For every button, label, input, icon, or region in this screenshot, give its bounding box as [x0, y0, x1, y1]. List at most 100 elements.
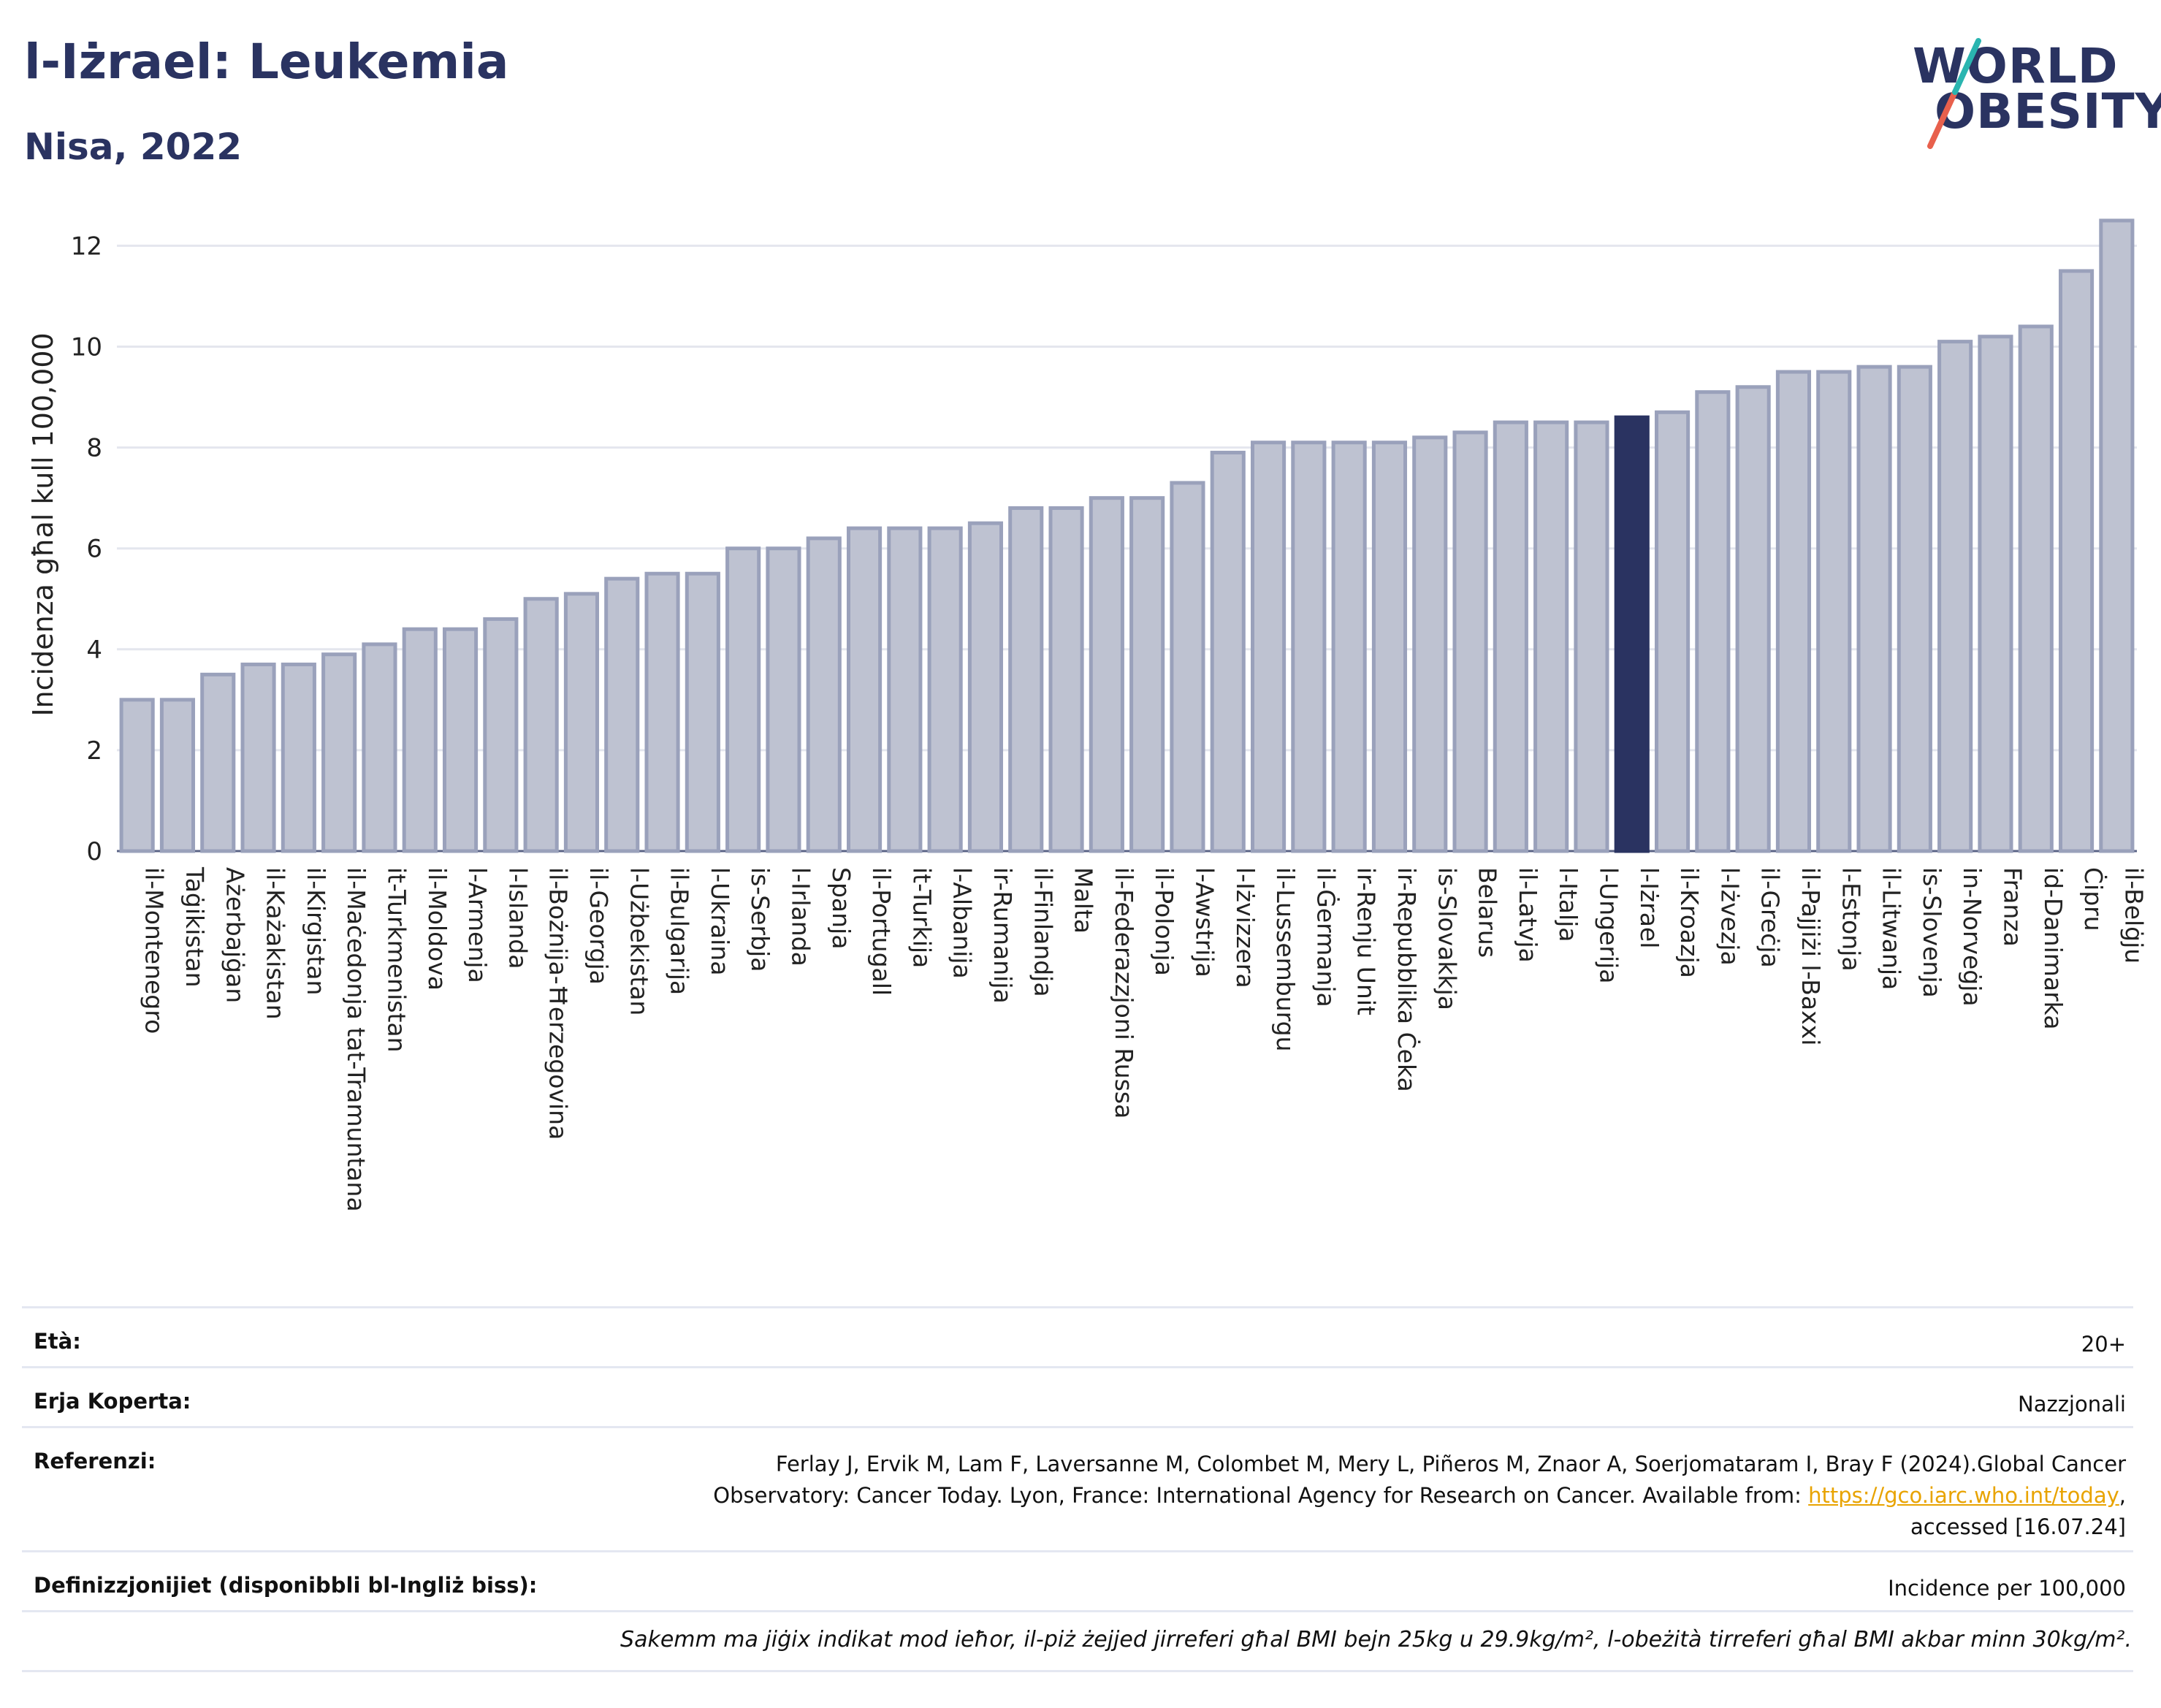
bar	[604, 576, 640, 853]
x-tick-label: l-Italja	[1554, 867, 1582, 942]
x-tick-label: il-Ġermanja	[1311, 867, 1341, 1007]
bar	[362, 642, 397, 853]
x-tick-label: it-Turkija	[907, 867, 936, 968]
x-tick-label: is-Serbja	[746, 867, 774, 972]
bar	[806, 536, 842, 853]
x-tick-label: l-Ungerija	[1594, 867, 1623, 984]
bar	[927, 526, 963, 853]
bar	[846, 526, 883, 853]
bars	[119, 218, 2135, 853]
bar	[240, 663, 276, 853]
footnote: Sakemm ma jiġix indikat mod ieħor, il-pi…	[620, 1627, 2132, 1652]
bar	[321, 652, 357, 853]
world-obesity-logo: WORLD OBESITY	[1913, 37, 2161, 153]
bar	[967, 521, 1004, 853]
bar	[1735, 385, 1771, 853]
logo-line-2: OBESITY	[1935, 83, 2161, 140]
area-label: Erja Koperta:	[34, 1389, 191, 1414]
bar	[685, 571, 720, 853]
x-tick-label: il-Montenegro	[140, 867, 169, 1034]
x-tick-label: Ċipru	[2079, 867, 2108, 931]
x-tick-label: l-Użbekistan	[625, 867, 653, 1015]
bar	[159, 698, 196, 853]
bar	[1452, 430, 1488, 853]
x-tick-label: l-Albanija	[948, 867, 977, 979]
bar	[2058, 269, 2095, 853]
bar-highlighted	[1614, 415, 1650, 853]
x-axis-labels: il-Montenegro Taġikistan Ażerbajġan il-Każa…	[140, 866, 2149, 1212]
bar	[1210, 451, 1246, 853]
x-tick-label: Franza	[1998, 867, 2027, 947]
x-tick-label: Malta	[1070, 867, 1098, 934]
bar	[483, 617, 519, 853]
bar	[1371, 441, 1408, 853]
page-subtitle: Nisa, 2022	[24, 126, 243, 168]
bar	[1775, 370, 1812, 853]
x-tick-label: Ażerbajġan	[221, 867, 249, 1003]
x-tick-label: ir-Rumanija	[988, 867, 1017, 1004]
bar	[119, 698, 155, 853]
y-tick-label: 8	[86, 434, 102, 463]
bar	[1331, 441, 1367, 853]
x-tick-label: Spanja	[827, 867, 855, 949]
age-value: 20+	[2081, 1332, 2126, 1357]
bar	[442, 627, 479, 853]
bar	[200, 672, 236, 853]
bar	[1170, 481, 1205, 853]
definitions-value: Incidence per 100,000	[1888, 1576, 2126, 1601]
y-axis-ticks: 0 2 4 6 8 10 12	[71, 232, 102, 866]
bar	[1937, 340, 1973, 853]
area-row: Erja Koperta: Nazzjonali	[22, 1366, 2133, 1427]
x-tick-label: l-Ukraina	[706, 867, 734, 975]
x-tick-label: il-Każakistan	[262, 867, 290, 1020]
bar	[1048, 506, 1084, 853]
bar	[2099, 218, 2135, 853]
x-tick-label: il-Bożnija-Ħerzegovina	[544, 867, 573, 1140]
bar	[1533, 420, 1569, 853]
references-row: Referenzi: Ferlay J, Ervik M, Lam F, Lav…	[22, 1426, 2133, 1551]
definitions-label: Definizzjonijiet (disponibbli bl-Ingliż …	[34, 1573, 538, 1598]
x-tick-label: il-Portugall	[867, 867, 896, 996]
age-row: Età: 20+	[22, 1306, 2133, 1367]
bar	[1129, 496, 1165, 853]
x-tick-label: l-Estonja	[1837, 867, 1865, 972]
bar	[281, 663, 316, 853]
bar	[1493, 420, 1528, 853]
note-divider	[22, 1610, 2133, 1612]
bar	[1250, 441, 1287, 853]
bottom-divider	[22, 1670, 2133, 1672]
bar	[1574, 420, 1609, 853]
x-tick-label: l-Armenja	[463, 867, 492, 983]
bar	[1897, 365, 1932, 853]
x-tick-label: il-Georgja	[584, 867, 613, 985]
reference-line-2: Observatory: Cancer Today. Lyon, France:…	[713, 1483, 2126, 1508]
bar	[1816, 370, 1852, 853]
x-tick-label: il-Maċedonja tat-Tramuntana	[342, 867, 370, 1212]
reference-line-1: Ferlay J, Ervik M, Lam F, Laversanne M, …	[775, 1452, 2126, 1476]
bar	[1978, 335, 2013, 853]
bar	[887, 526, 923, 853]
reference-link[interactable]: https://gco.iarc.who.int/today	[1808, 1483, 2119, 1508]
bar	[1008, 506, 1044, 853]
x-tick-label: Belarus	[1474, 867, 1502, 958]
x-tick-label: id-Danimarka	[2039, 867, 2067, 1029]
x-tick-label: il-Litwanja	[1878, 867, 1906, 990]
x-tick-label: it-Turkmenistan	[382, 867, 411, 1053]
y-tick-label: 2	[86, 736, 102, 766]
bar	[523, 597, 559, 853]
x-tick-label: l-Awstrija	[1190, 867, 1219, 977]
area-value: Nazzjonali	[2018, 1392, 2126, 1417]
bar	[725, 546, 761, 853]
logo-slash-icon	[1927, 38, 1981, 149]
x-tick-label: il-Polonja	[1150, 867, 1178, 976]
bar	[1291, 441, 1327, 853]
x-tick-label: l-Iżvizzera	[1231, 867, 1259, 988]
x-tick-label: is-Slovakkja	[1433, 867, 1461, 1010]
x-tick-label: il-Pajjiżi l-Baxxi	[1796, 867, 1825, 1045]
y-tick-label: 4	[86, 636, 102, 665]
bar	[1695, 390, 1731, 853]
x-tick-label: il-Federazzjoni Russa	[1110, 867, 1138, 1118]
y-tick-label: 10	[71, 333, 102, 362]
x-tick-label: l-Islanda	[503, 867, 532, 969]
x-tick-label: ir-Repubblika Ċeka	[1392, 867, 1422, 1092]
